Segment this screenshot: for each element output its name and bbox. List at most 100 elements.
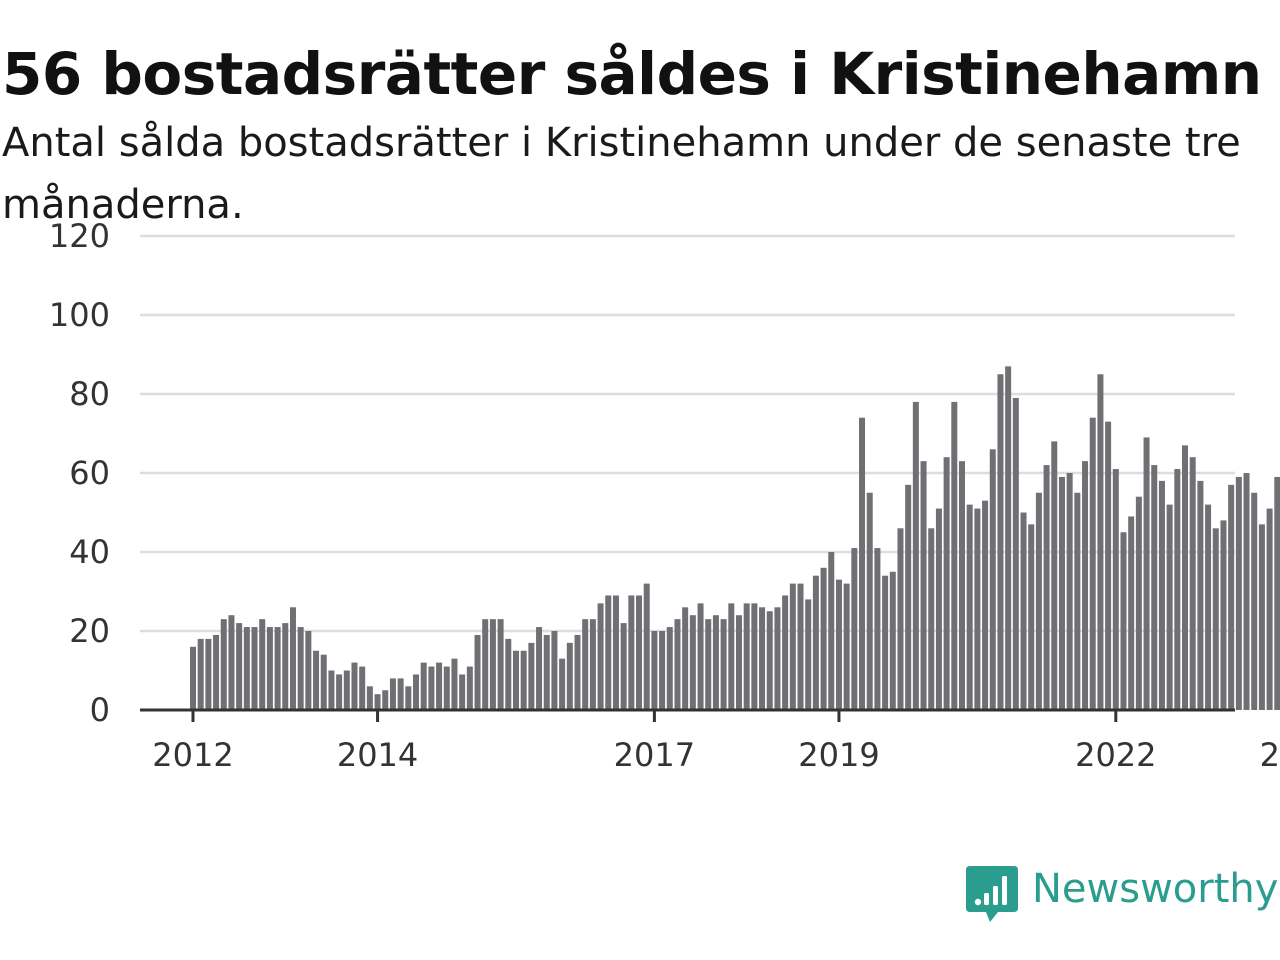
bar (512, 650, 519, 710)
bar (1058, 476, 1065, 710)
bar (982, 500, 989, 710)
bar (205, 638, 212, 710)
bar (751, 603, 758, 710)
bar (328, 670, 335, 710)
bar (735, 615, 742, 710)
bar (612, 595, 619, 710)
bar (1128, 516, 1135, 710)
x-tick-label: 2019 (798, 736, 879, 774)
bar (536, 627, 543, 710)
brand-name: Newsworthy (1032, 866, 1279, 912)
bar (197, 638, 204, 710)
bar (774, 607, 781, 710)
bar (1143, 437, 1150, 710)
bar (1205, 504, 1212, 710)
bar (835, 579, 842, 710)
x-axis-ticks: 2012 2014 2017 2019 2022 2024 (152, 710, 1280, 774)
bar (920, 461, 927, 710)
bar (1258, 524, 1265, 710)
bar (1012, 397, 1019, 710)
bar (643, 583, 650, 710)
bar (582, 619, 589, 710)
bar (1074, 492, 1081, 710)
bar (228, 615, 235, 710)
chart-title: 56 bostadsrätter såldes i Kristinehamn (2, 40, 1262, 108)
bar (320, 654, 327, 710)
y-tick-label: 0 (90, 691, 110, 729)
bar (397, 678, 404, 710)
newsworthy-logo[interactable]: Newsworthy (962, 862, 1278, 928)
bar (436, 662, 443, 710)
bar (1051, 441, 1058, 710)
bar (466, 666, 473, 710)
bar (220, 619, 227, 710)
bar (274, 627, 281, 710)
bars (190, 366, 1280, 710)
bar (682, 607, 689, 710)
bar (528, 642, 535, 710)
x-tick-label: 2017 (614, 736, 695, 774)
bar (1243, 473, 1250, 710)
bar (413, 674, 420, 710)
bar (474, 634, 481, 710)
y-tick-label: 40 (69, 533, 110, 571)
bar (559, 658, 566, 710)
bar (759, 607, 766, 710)
bar (251, 627, 258, 710)
bar (928, 528, 935, 710)
bar (1266, 508, 1273, 710)
bar (1035, 492, 1042, 710)
bar (1097, 374, 1104, 710)
bar (1251, 492, 1258, 710)
bar (651, 631, 658, 710)
bar (766, 611, 773, 710)
bar (874, 548, 881, 710)
bar (451, 658, 458, 710)
bar (797, 583, 804, 710)
bar (266, 627, 273, 710)
bar (1066, 473, 1073, 710)
bar (313, 650, 320, 710)
bar (1005, 366, 1012, 710)
bar (974, 508, 981, 710)
bar (728, 603, 735, 710)
bar (820, 567, 827, 710)
bar (674, 619, 681, 710)
x-tick-label: 2014 (337, 736, 418, 774)
bar (1151, 465, 1158, 710)
bar (574, 634, 581, 710)
bar (620, 623, 627, 710)
bar (828, 552, 835, 710)
bar (1020, 512, 1027, 710)
bar (1043, 465, 1050, 710)
bar (1082, 461, 1089, 710)
bar (889, 571, 896, 710)
bar (259, 619, 266, 710)
bar (1274, 476, 1280, 710)
bar (659, 631, 666, 710)
bar (905, 484, 912, 710)
bar (1120, 532, 1127, 710)
bar (1158, 480, 1165, 710)
bar (459, 674, 466, 710)
bar (374, 694, 381, 710)
bar (1135, 496, 1142, 710)
bar (997, 374, 1004, 710)
bar (382, 690, 389, 710)
x-tick-label: 2022 (1075, 736, 1156, 774)
bar (236, 623, 243, 710)
bar (859, 417, 866, 710)
chart-subtitle: Antal sålda bostadsrätter i Kristinehamn… (2, 120, 1241, 228)
bar (243, 627, 250, 710)
bar (566, 642, 573, 710)
bar (935, 508, 942, 710)
bar (689, 615, 696, 710)
bar (305, 631, 312, 710)
bar (882, 575, 889, 710)
bar (190, 646, 196, 710)
bar (959, 461, 965, 710)
bar (489, 619, 496, 710)
bar (805, 599, 812, 710)
bar (812, 575, 819, 710)
bar (1182, 445, 1189, 710)
